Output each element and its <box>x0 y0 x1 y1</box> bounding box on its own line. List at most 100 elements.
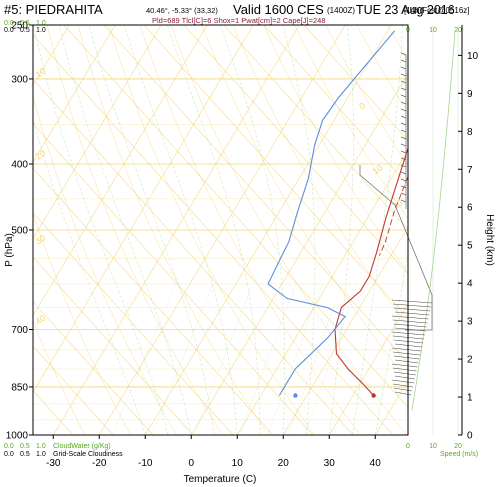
height-tick-label: 4 <box>467 279 473 290</box>
dry-adiabat-line <box>63 25 408 408</box>
isotherm-line <box>52 25 300 435</box>
speed-axis-label: Speed (m/s) <box>440 451 478 458</box>
skew-line-label: 10 <box>33 66 47 80</box>
wind-barb <box>400 73 407 77</box>
height-tick-label: 8 <box>467 127 473 138</box>
dry-adiabat-line <box>33 256 194 435</box>
low-level-wind-hatch <box>393 323 427 328</box>
low-level-wind-hatch <box>394 359 419 364</box>
mixing-ratio-line <box>239 283 297 435</box>
dry-adiabat-curve <box>294 25 408 220</box>
height-tick-label: 3 <box>467 317 473 328</box>
cloud-bottom-tick-0: 0.0 <box>4 443 14 450</box>
wind-barb <box>400 171 407 175</box>
dry-adiabat-curve <box>46 25 224 435</box>
low-level-wind-hatch <box>392 367 417 372</box>
low-level-wind-hatch <box>392 303 432 308</box>
low-level-wind-hatch <box>393 371 416 376</box>
temperature-axis-label: Temperature (C) <box>184 474 257 485</box>
pressure-axis-label: P (hPa) <box>4 233 15 267</box>
mixing-ratio-line <box>288 283 343 435</box>
dry-adiabat-curve <box>201 25 408 382</box>
cloudiness-bottom-tick-0: 0.0 <box>4 451 14 458</box>
temperature-tick-label: -20 <box>92 458 107 469</box>
dry-adiabat-curve <box>33 319 86 435</box>
dry-adiabat-line <box>303 25 408 142</box>
moist-adiabat-curve <box>374 253 408 435</box>
cloudiness-bottom-tick-2: 1.0 <box>36 451 46 458</box>
low-level-wind-hatch <box>394 391 412 396</box>
wind-barb <box>400 178 407 182</box>
dry-adiabat-curve <box>232 25 408 327</box>
wind-barb <box>400 94 407 98</box>
low-level-wind-hatch <box>394 375 415 380</box>
valid-time: Valid 1600 CES <box>233 2 324 17</box>
skew-line-label: 30 <box>33 233 47 247</box>
isotherm-line <box>33 25 254 393</box>
height-tick-label: 2 <box>467 355 473 366</box>
mixing-ratio-line <box>193 283 254 435</box>
temperature-line <box>334 146 408 396</box>
cloudiness-bottom-tick-1: 0.5 <box>20 451 30 458</box>
cloudiness-top-tick-1: 0.5 <box>20 27 30 34</box>
wind-barb <box>400 157 407 161</box>
low-level-wind-hatch <box>392 319 428 324</box>
low-level-wind-hatch <box>391 379 415 384</box>
cloud-top-tick-1: 0.5 <box>20 20 30 27</box>
wind-barb <box>400 122 407 126</box>
dry-adiabat-curve <box>108 25 316 435</box>
temperature-tick-label: 30 <box>324 458 336 469</box>
wind-barb <box>400 129 407 133</box>
parcel-line <box>378 175 408 256</box>
wind-barb <box>400 185 407 189</box>
dry-adiabat-curve <box>33 212 132 435</box>
pressure-tick-label: 500 <box>11 226 28 237</box>
dry-adiabat-line <box>33 167 274 435</box>
dry-adiabat-curve <box>33 95 178 435</box>
skew-line-label: 40 <box>33 313 47 327</box>
dry-adiabat-line <box>33 301 154 435</box>
wind-barb <box>400 164 407 168</box>
temperature-axis: -30 -20 -10 0 10 20 30 40 <box>46 435 381 469</box>
moist-adiabat-curve <box>167 25 261 435</box>
dry-adiabat-line <box>33 345 114 435</box>
height-tick-label: 7 <box>467 165 473 176</box>
low-level-wind-hatch <box>393 355 420 360</box>
wind-barb <box>400 108 407 112</box>
temperature-tick-label: 40 <box>370 458 382 469</box>
mixing-ratio-line <box>267 283 323 435</box>
temperature-tick-label: -10 <box>138 458 153 469</box>
isotherm-line <box>282 226 408 435</box>
skew-line-label: 0 <box>357 101 367 112</box>
moist-adiabat-curve <box>33 118 146 435</box>
cloudiness-label: Grid-Scale Cloudiness <box>53 451 123 458</box>
moist-adiabat-curve <box>33 25 169 435</box>
wind-barb <box>400 143 407 147</box>
dry-adiabat-line <box>223 25 408 230</box>
isotherm-line <box>33 25 116 163</box>
dry-adiabat-line <box>183 25 408 275</box>
station-name: #5: PIEDRAHITA <box>4 2 103 17</box>
sounding-indices: Pld=689 Tlcl[C]=6 Shox=1 Pwat[cm]=2 Cape… <box>152 16 326 25</box>
low-level-wind-hatch <box>392 351 421 356</box>
dewpoint-line <box>267 30 396 396</box>
height-tick-label: 1 <box>467 393 473 404</box>
pressure-tick-label: 300 <box>11 74 28 85</box>
wind-barb <box>400 52 407 56</box>
low-level-wind-hatch <box>392 383 414 388</box>
wind-barb <box>400 199 407 203</box>
low-level-wind-hatch <box>393 307 431 312</box>
wind-barb <box>400 136 407 140</box>
dry-adiabat-line <box>103 25 408 364</box>
bottom-cloud-labels: 0.0 0.5 1.0 CloudWater (g/Kg) 0.0 0.5 1.… <box>4 443 123 458</box>
moist-adiabat-curve <box>88 25 215 435</box>
low-level-wind-hatch <box>391 315 429 320</box>
dry-adiabat-line <box>143 25 408 319</box>
surface-dewpoint-dot <box>293 393 298 398</box>
valid-date: TUE 23 Aug 2016 <box>356 3 455 17</box>
low-level-wind-hatch <box>394 311 430 316</box>
speed-curve <box>411 29 456 411</box>
dry-adiabat-line <box>33 78 354 435</box>
